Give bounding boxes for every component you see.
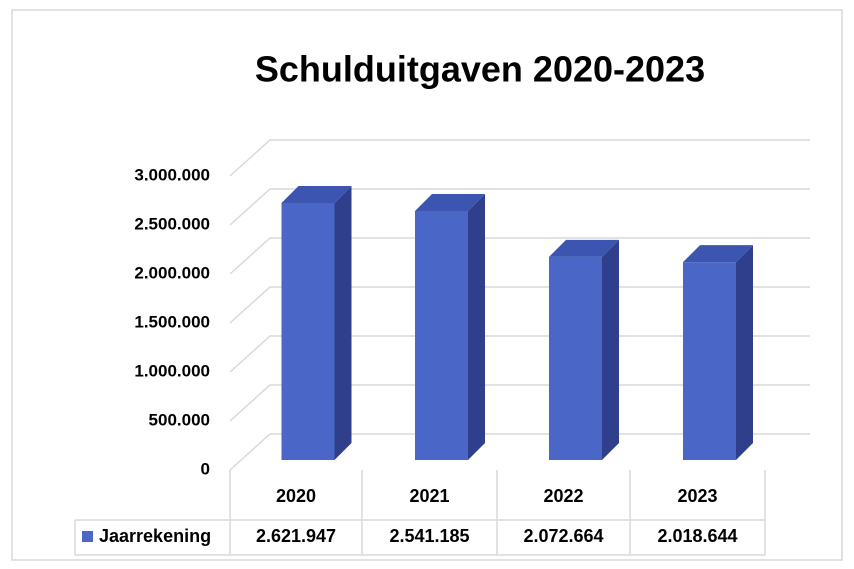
data-table-value: 2.541.185 <box>389 526 469 546</box>
bar-front <box>415 210 468 460</box>
y-tick-label: 2.500.000 <box>134 214 210 233</box>
data-table-value: 2.072.664 <box>523 526 603 546</box>
bar-side <box>468 193 485 460</box>
bar-side <box>602 239 619 460</box>
bar-side <box>736 245 753 460</box>
data-table-value: 2.621.947 <box>256 526 336 546</box>
grid-line <box>229 188 810 226</box>
bar-top <box>683 245 753 263</box>
y-tick-label: 1.000.000 <box>134 361 210 380</box>
grid-line <box>229 237 810 275</box>
grid-line <box>229 286 810 324</box>
bar <box>683 245 753 460</box>
y-tick-label: 0 <box>201 459 210 478</box>
x-tick-label: 2021 <box>409 486 449 506</box>
legend-swatch <box>82 531 93 542</box>
grid-line <box>229 384 810 422</box>
bar-front <box>281 203 335 460</box>
x-tick-label: 2023 <box>677 486 717 506</box>
bar-front <box>683 262 736 460</box>
y-tick-label: 500.000 <box>149 410 210 429</box>
bar <box>281 186 352 460</box>
bar <box>415 193 485 460</box>
chart-title: Schulduitgaven 2020-2023 <box>255 49 705 90</box>
bar-top <box>415 193 485 211</box>
y-tick-label: 2.000.000 <box>134 263 210 282</box>
bar-top <box>281 186 352 204</box>
x-tick-label: 2020 <box>276 486 316 506</box>
legend-label: Jaarrekening <box>99 526 211 546</box>
grid-line <box>229 335 810 373</box>
grid-line <box>229 139 810 177</box>
grid-line <box>229 433 810 471</box>
x-tick-label: 2022 <box>543 486 583 506</box>
data-table-value: 2.018.644 <box>657 526 737 546</box>
y-tick-label: 1.500.000 <box>134 312 210 331</box>
bar-front <box>549 256 602 460</box>
y-tick-label: 3.000.000 <box>134 165 210 184</box>
bar <box>549 239 619 460</box>
bar-top <box>549 239 619 257</box>
bar-side <box>334 186 352 460</box>
